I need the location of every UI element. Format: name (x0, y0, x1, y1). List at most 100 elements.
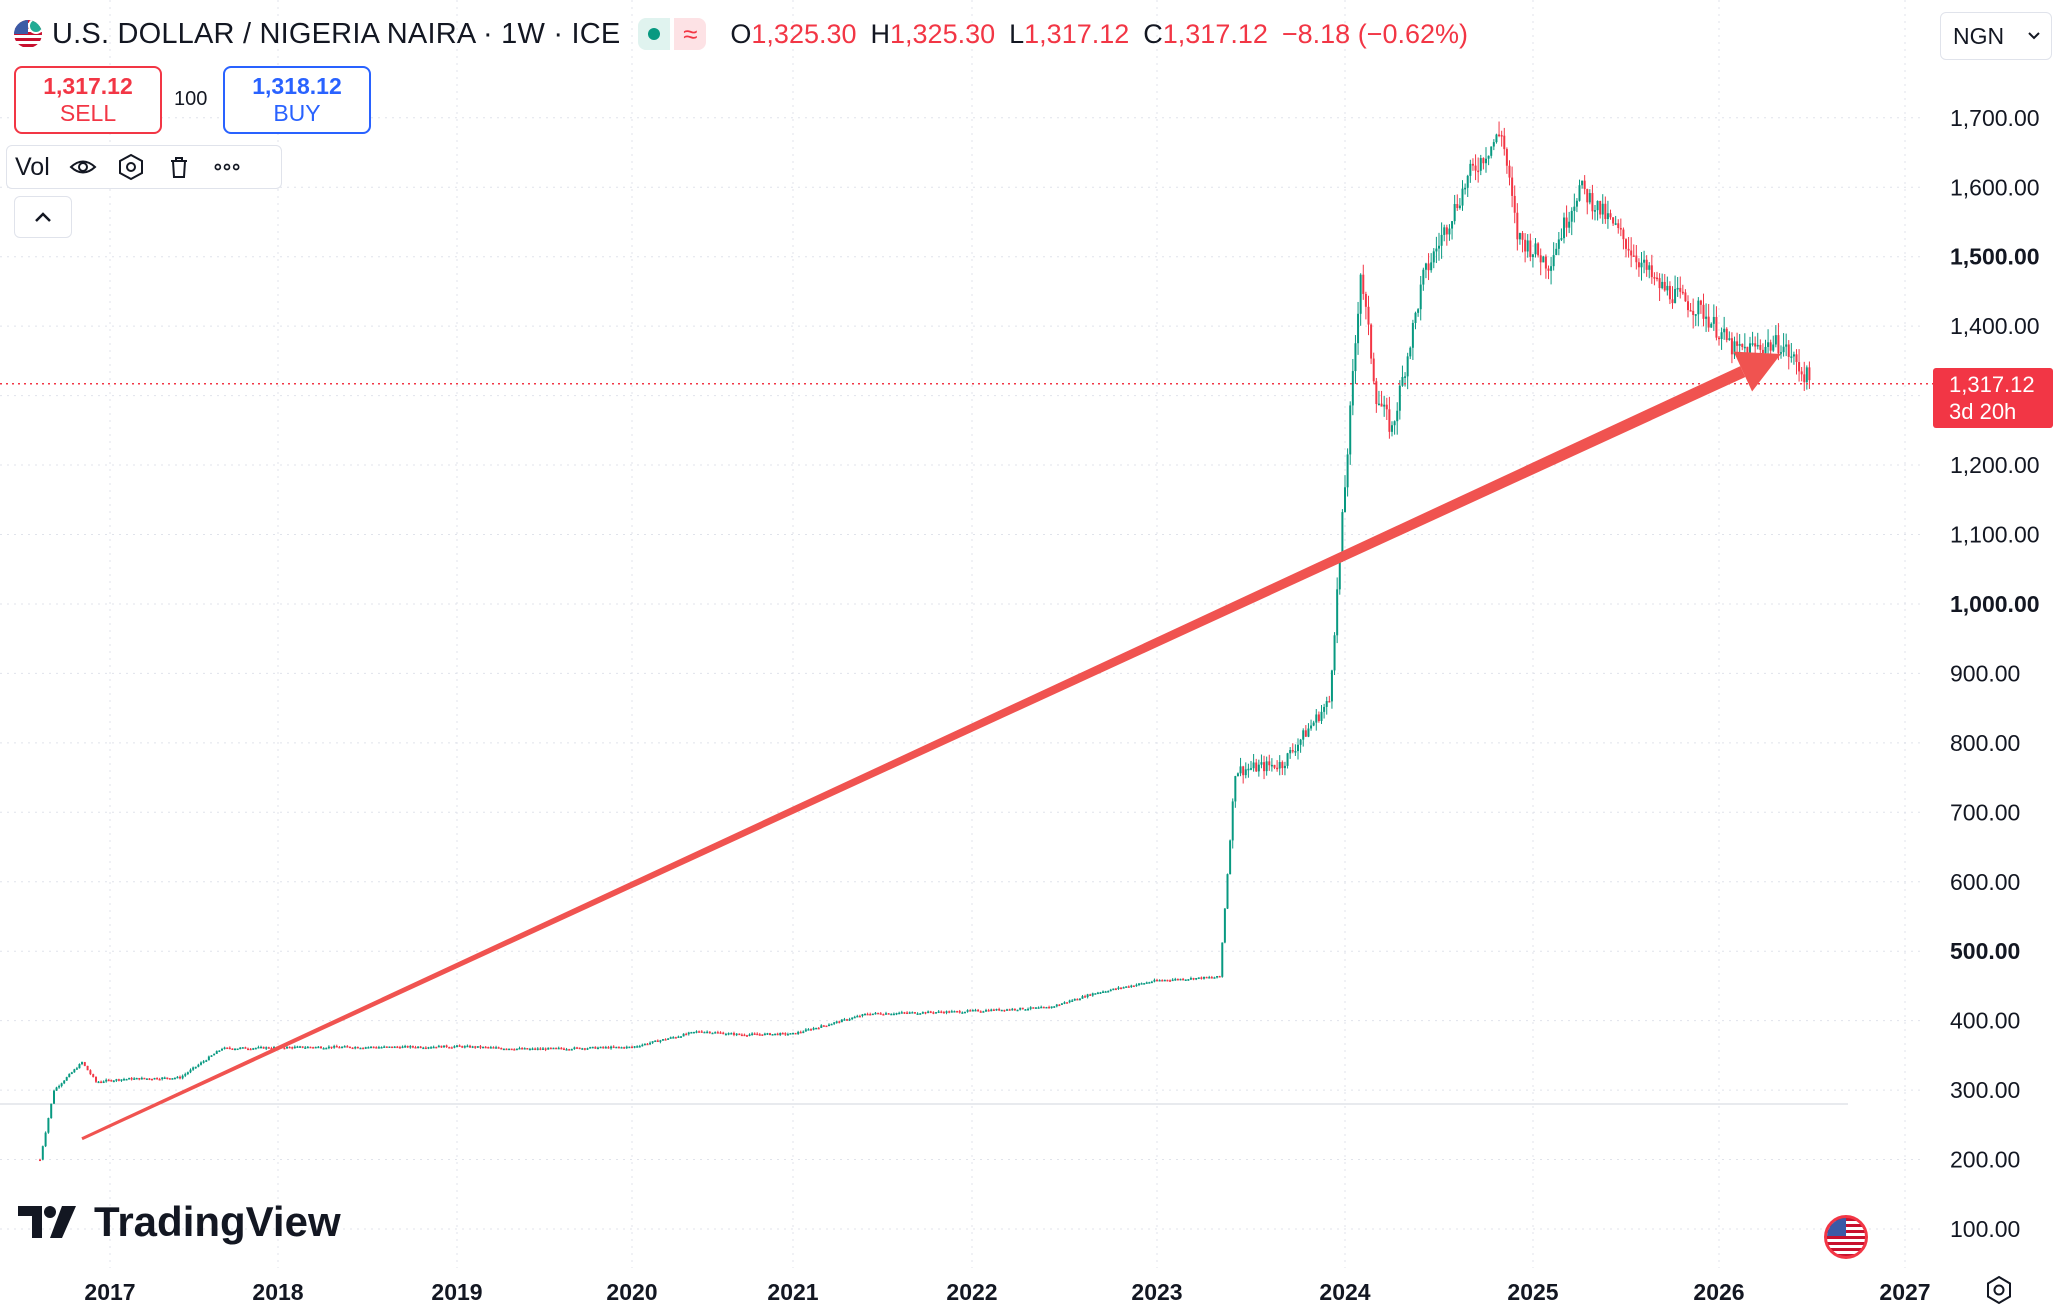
candle-body (1045, 1006, 1048, 1009)
candle-body (581, 1048, 584, 1050)
candle-body (440, 1045, 443, 1048)
candle-body (1529, 240, 1532, 258)
candle-body (1130, 985, 1133, 988)
candle-body (1723, 328, 1726, 333)
candle-body (1383, 404, 1386, 407)
candle-body (301, 1046, 304, 1048)
candle-body (105, 1079, 108, 1082)
candle-body (799, 1031, 802, 1034)
volume-indicator-legend[interactable]: Vol (6, 145, 282, 189)
market-status[interactable]: ≈ (638, 18, 707, 50)
symbol-header: U.S. DOLLAR / NIGERIA NAIRA · 1W · ICE ≈… (14, 14, 1468, 54)
candle-body (866, 1013, 869, 1016)
candle-body (1754, 343, 1757, 347)
candle-body (309, 1046, 312, 1049)
candle-body (1019, 1007, 1022, 1010)
candle-body (963, 1011, 966, 1014)
candle-body (771, 1034, 774, 1036)
candle-body (1011, 1008, 1014, 1011)
x-tick-label: 2026 (1693, 1279, 1744, 1305)
candle-body (1466, 175, 1469, 188)
candle-body (539, 1048, 542, 1050)
candle-body (1599, 200, 1602, 215)
candle-body (927, 1011, 930, 1014)
candle-body (1710, 323, 1713, 328)
candle-body (128, 1078, 131, 1080)
candle-body (202, 1061, 205, 1063)
brand-name: TradingView (94, 1198, 341, 1245)
candle-body (484, 1046, 487, 1049)
arrow-head[interactable] (1733, 351, 1781, 392)
axis-settings-button[interactable] (1983, 1274, 2015, 1306)
candle-body (1094, 993, 1097, 995)
candle-body (607, 1047, 610, 1049)
candle-body (555, 1047, 558, 1050)
candle-body (1148, 982, 1151, 984)
candle-body (424, 1047, 427, 1050)
candle-body (1563, 217, 1565, 239)
candle-body (1102, 991, 1105, 993)
candle-body (1635, 255, 1638, 263)
candle-body (476, 1046, 479, 1048)
candle-body (898, 1012, 901, 1015)
candle-body (312, 1047, 315, 1049)
trash-icon[interactable] (164, 152, 194, 182)
candle-body (807, 1029, 810, 1031)
candle-body (1385, 404, 1388, 410)
candle-body (716, 1032, 719, 1034)
arrow-shaft[interactable] (81, 366, 1746, 1141)
candle-body (534, 1048, 537, 1050)
candle-body (1323, 706, 1326, 712)
chevron-down-icon (2028, 32, 2040, 40)
x-tick-label: 2021 (767, 1279, 818, 1305)
candle-body (1785, 344, 1788, 347)
candle-body (1078, 998, 1081, 1001)
candle-body (903, 1012, 906, 1014)
candle-body (1435, 248, 1438, 252)
candle-body (1127, 986, 1130, 988)
candle-body (1521, 233, 1524, 240)
candle-body (330, 1046, 333, 1049)
tradingview-logo[interactable]: TradingView (18, 1198, 341, 1246)
candle-body (1414, 312, 1417, 323)
y-tick-label: 1,500.00 (1950, 244, 2040, 270)
candle-body (1120, 987, 1123, 990)
tv-logo-icon (18, 1206, 76, 1238)
more-icon[interactable] (212, 152, 242, 182)
candle-body (1469, 163, 1472, 176)
candle-body (1609, 213, 1612, 218)
eye-icon[interactable] (68, 152, 98, 182)
y-tick-label: 1,200.00 (1950, 452, 2040, 478)
candle-body (236, 1048, 239, 1051)
candle-body (1419, 284, 1422, 310)
candle-body (1594, 210, 1596, 212)
candle-body (262, 1046, 265, 1049)
sell-button[interactable]: 1,317.12 SELL (14, 66, 162, 134)
candle-body (333, 1046, 336, 1048)
candle-body (945, 1011, 948, 1013)
candle-body (680, 1036, 683, 1038)
settings-icon[interactable] (116, 152, 146, 182)
us-flag-badge-icon[interactable] (1824, 1215, 1868, 1259)
candle-body (1375, 381, 1378, 405)
buy-button[interactable]: 1,318.12 BUY (223, 66, 371, 134)
candle-body (1203, 976, 1205, 979)
candle-body (270, 1048, 273, 1050)
currency-select[interactable]: NGN (1940, 12, 2052, 60)
candle-body (528, 1048, 531, 1051)
candle-body (197, 1064, 200, 1067)
candle-body (822, 1025, 825, 1027)
collapse-legend-button[interactable] (14, 196, 72, 238)
candle-body (327, 1046, 330, 1049)
candle-body (1132, 985, 1135, 988)
quantity-value[interactable]: 100 (174, 88, 208, 110)
candle-body (430, 1047, 433, 1049)
candle-body (1029, 1007, 1032, 1009)
candle-body (1221, 942, 1224, 977)
symbol-title[interactable]: U.S. DOLLAR / NIGERIA NAIRA · 1W · ICE (52, 17, 621, 50)
candle-body (391, 1046, 394, 1049)
candle-body (163, 1077, 166, 1080)
candle-body (761, 1034, 764, 1036)
candle-body (458, 1045, 461, 1047)
